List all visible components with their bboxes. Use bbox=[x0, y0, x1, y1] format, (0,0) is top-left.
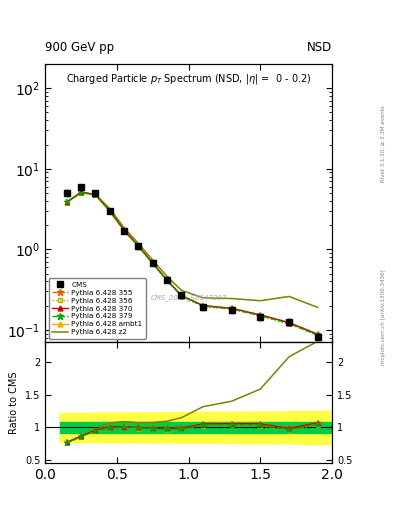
Text: 900 GeV pp: 900 GeV pp bbox=[45, 41, 114, 54]
Text: Rivet 3.1.10, ≥ 3.3M events: Rivet 3.1.10, ≥ 3.3M events bbox=[381, 105, 386, 182]
Text: Charged Particle $p_T$ Spectrum (NSD, |$\eta$| =  0 - 0.2): Charged Particle $p_T$ Spectrum (NSD, |$… bbox=[66, 72, 311, 87]
Y-axis label: Ratio to CMS: Ratio to CMS bbox=[9, 372, 19, 434]
Text: mcplots.cern.ch [arXiv:1306.3436]: mcplots.cern.ch [arXiv:1306.3436] bbox=[381, 270, 386, 365]
Text: CMS_2010_S8547297: CMS_2010_S8547297 bbox=[151, 294, 227, 301]
Legend: CMS, Pythia 6.428 355, Pythia 6.428 356, Pythia 6.428 370, Pythia 6.428 379, Pyt: CMS, Pythia 6.428 355, Pythia 6.428 356,… bbox=[49, 279, 146, 339]
Text: NSD: NSD bbox=[307, 41, 332, 54]
